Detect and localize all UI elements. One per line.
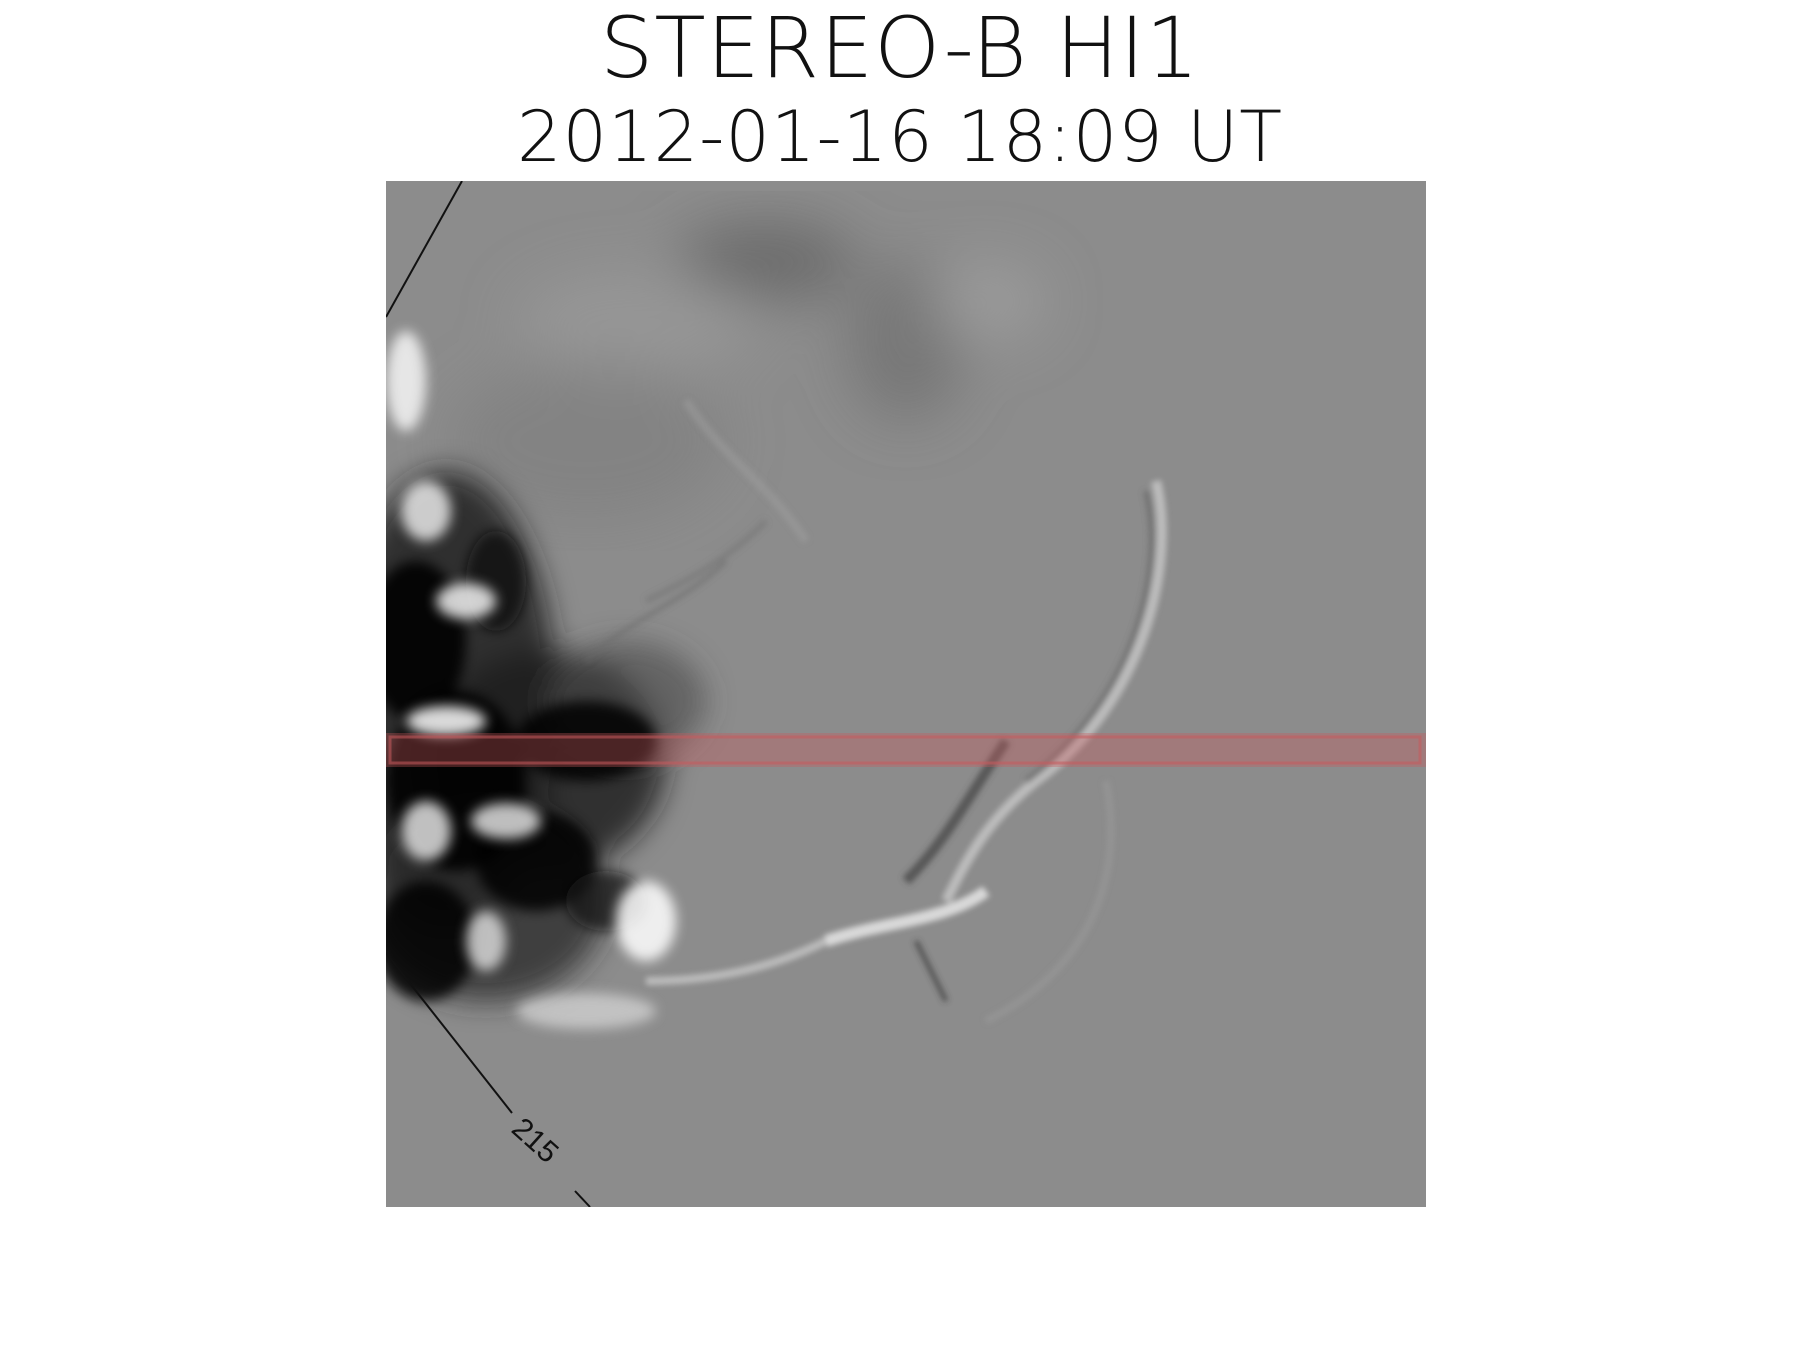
bright-filaments	[386, 331, 676, 1029]
hi1-difference-image: 215	[386, 181, 1426, 1207]
slit-highlight	[386, 733, 1426, 767]
slit-outline	[388, 735, 1422, 765]
observation-timestamp: 2012-01-16 18:09 UT	[516, 96, 1284, 178]
instrument-title: STEREO-B HI1	[600, 0, 1200, 97]
position-angle-line-lower	[386, 952, 513, 1114]
position-angle-tick	[574, 1190, 591, 1207]
upper-cme-structure	[446, 221, 1046, 521]
position-angle-line-upper	[386, 181, 463, 318]
